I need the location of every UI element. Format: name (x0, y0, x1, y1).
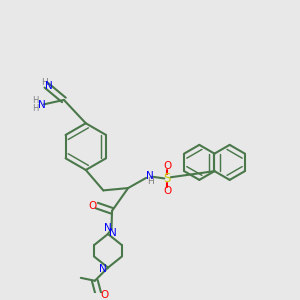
Text: O: O (100, 290, 108, 300)
Text: H: H (32, 104, 38, 113)
Text: N: N (38, 100, 46, 110)
Text: O: O (163, 160, 171, 171)
Text: H: H (42, 78, 48, 87)
Text: N: N (109, 228, 116, 238)
Text: N: N (99, 264, 107, 274)
Text: N: N (45, 81, 53, 91)
Text: N: N (103, 223, 111, 233)
Text: H: H (32, 96, 38, 105)
Text: O: O (163, 186, 171, 196)
Text: O: O (88, 201, 96, 211)
Text: N: N (146, 170, 154, 181)
Text: S: S (164, 172, 171, 185)
Text: H: H (147, 177, 153, 186)
